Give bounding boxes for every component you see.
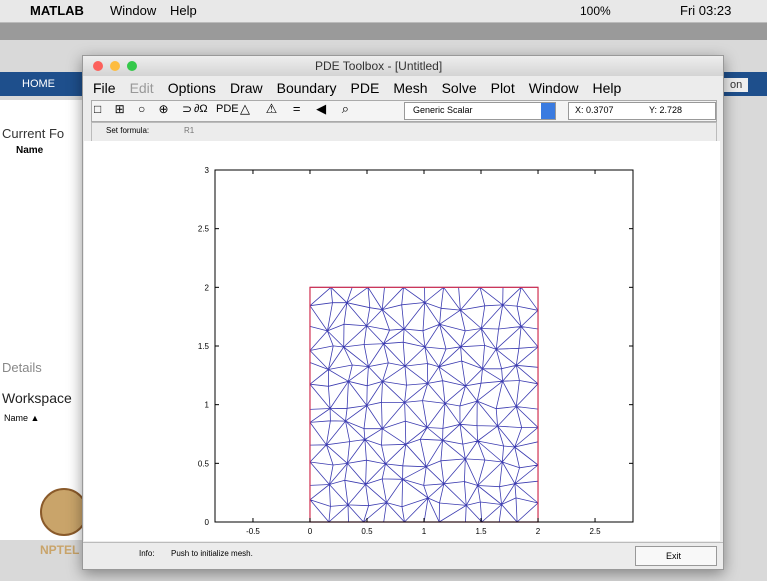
menu-item[interactable]: Edit xyxy=(130,80,154,96)
y-tick-label: 0 xyxy=(205,518,210,527)
panel-title: Workspace xyxy=(2,390,72,406)
app-name[interactable]: MATLAB xyxy=(30,3,84,18)
menu-item[interactable]: Solve xyxy=(442,80,477,96)
formula-value[interactable]: R1 xyxy=(184,126,194,135)
status-label: Info: xyxy=(139,549,155,558)
formula-label: Set formula: xyxy=(106,126,149,135)
status-bar: Info: Push to initialize mesh. Exit xyxy=(83,542,723,569)
formula-row: Set formula: R1 xyxy=(91,122,717,142)
menu-item[interactable]: Boundary xyxy=(277,80,337,96)
coordinate-readout: X: 0.3707 Y: 2.728 xyxy=(568,102,716,120)
dropdown-value: Generic Scalar xyxy=(413,105,473,115)
home-tab[interactable]: HOME xyxy=(22,78,55,90)
menu-item[interactable]: Window xyxy=(110,3,156,18)
y-tick-label: 1.5 xyxy=(198,342,210,351)
menu-item[interactable]: Plot xyxy=(491,80,515,96)
y-tick-label: 2 xyxy=(205,283,210,292)
clock: Fri 03:23 xyxy=(680,3,731,18)
column-header: Name xyxy=(16,145,43,156)
screen: MATLAB Window Help 100% Fri 03:23 HOME o… xyxy=(0,0,767,581)
y-tick-label: 0.5 xyxy=(198,459,210,468)
battery: 100% xyxy=(580,4,611,18)
x-tick-label: 1.5 xyxy=(475,527,487,536)
close-button[interactable] xyxy=(93,61,103,71)
x-tick-label: 2 xyxy=(536,527,541,536)
panel-title: Current Fo xyxy=(2,126,64,141)
menu-item[interactable]: Help xyxy=(170,3,197,18)
button-label: Exit xyxy=(666,551,681,561)
menu-item[interactable]: Options xyxy=(168,80,216,96)
x-tick-label: -0.5 xyxy=(246,527,260,536)
logo-icon xyxy=(40,488,88,536)
mac-menubar: MATLAB Window Help 100% Fri 03:23 xyxy=(0,0,767,23)
x-tick-label: 0.5 xyxy=(361,527,373,536)
panel-title: Details xyxy=(2,360,42,375)
menu-item[interactable]: File xyxy=(93,80,116,96)
menu-item[interactable]: Mesh xyxy=(393,80,427,96)
toolbar-button[interactable]: PDE xyxy=(216,103,239,115)
x-readout: X: 0.3707 xyxy=(575,105,614,115)
y-tick-label: 3 xyxy=(205,166,210,175)
menu-item[interactable]: PDE xyxy=(351,80,380,96)
menu-bar: File Edit Options Draw Boundary PDE Mesh Solve P… xyxy=(93,80,635,96)
zoom-button[interactable] xyxy=(127,61,137,71)
column-header: Name ▲ xyxy=(4,413,39,423)
toolbar: □ ⊞ ○ ⊕ ⊃ ∂Ω PDE △ ⚠ = ◀ ⌕ Generic Scala… xyxy=(91,100,717,122)
left-panel xyxy=(0,100,82,540)
plot-area: -0.5 0 0.5 1 1.5 2 2.5 0 0.5 1 1.5 2 2.5 3 xyxy=(84,141,720,541)
menu-item[interactable]: Draw xyxy=(230,80,263,96)
y-tick-label: 1 xyxy=(205,401,210,410)
logo-text: NPTEL xyxy=(40,543,79,557)
x-tick-label: 0 xyxy=(308,527,313,536)
minimize-button[interactable] xyxy=(110,61,120,71)
application-dropdown[interactable]: Generic Scalar xyxy=(404,102,556,120)
y-tick-label: 2.5 xyxy=(198,225,210,234)
window-title: PDE Toolbox - [Untitled] xyxy=(315,59,442,73)
x-tick-label: 1 xyxy=(422,527,427,536)
menu-item[interactable]: Window xyxy=(529,80,579,96)
toolbar-button[interactable]: ∂Ω xyxy=(194,103,208,115)
exit-button[interactable]: Exit xyxy=(635,546,717,566)
y-readout: Y: 2.728 xyxy=(649,105,682,115)
plot-background xyxy=(84,141,720,541)
menu-item[interactable]: Help xyxy=(593,80,622,96)
status-message: Push to initialize mesh. xyxy=(171,549,253,558)
x-tick-label: 2.5 xyxy=(589,527,601,536)
toolstrip-button[interactable]: on xyxy=(724,78,748,92)
